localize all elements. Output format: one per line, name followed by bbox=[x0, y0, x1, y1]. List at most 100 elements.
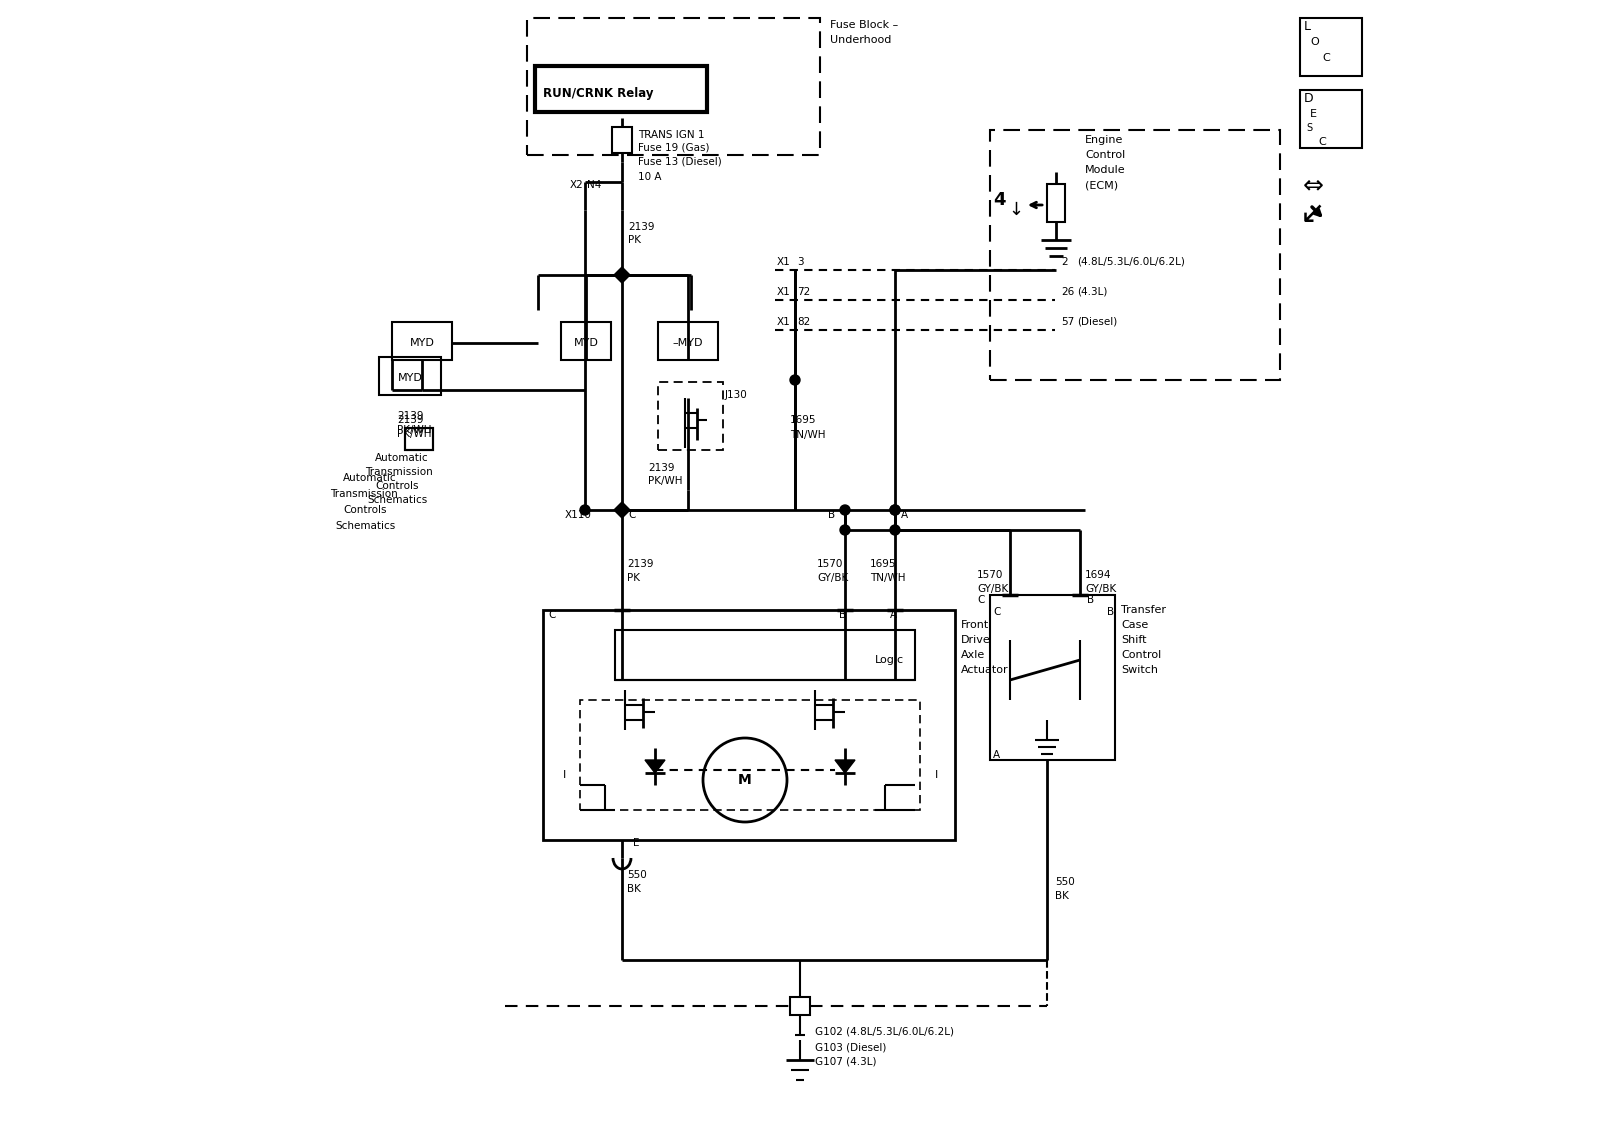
Text: Fuse 13 (Diesel): Fuse 13 (Diesel) bbox=[638, 157, 722, 166]
Bar bbox=[990, 595, 1115, 760]
Text: Transmission: Transmission bbox=[365, 467, 432, 477]
Text: J130: J130 bbox=[725, 390, 747, 400]
Text: X2: X2 bbox=[570, 180, 582, 190]
Text: PK/WH: PK/WH bbox=[397, 425, 432, 435]
Circle shape bbox=[890, 525, 899, 535]
Text: Automatic: Automatic bbox=[342, 473, 397, 483]
Text: PK/WH: PK/WH bbox=[648, 476, 683, 486]
Text: BK: BK bbox=[627, 884, 642, 894]
Text: ↓: ↓ bbox=[1008, 202, 1022, 218]
Text: 550: 550 bbox=[1054, 877, 1075, 887]
Text: X1: X1 bbox=[778, 287, 790, 297]
Text: Front: Front bbox=[962, 620, 989, 631]
Bar bbox=[526, 18, 819, 155]
Text: D: D bbox=[1304, 91, 1314, 105]
Text: C: C bbox=[978, 595, 986, 605]
Text: C: C bbox=[1322, 53, 1330, 63]
Bar bbox=[379, 357, 442, 395]
Text: Case: Case bbox=[1122, 620, 1149, 631]
Text: Module: Module bbox=[1085, 166, 1126, 175]
Text: ⇔: ⇔ bbox=[1302, 173, 1325, 197]
Text: X1: X1 bbox=[778, 257, 790, 267]
Bar bbox=[534, 66, 707, 111]
Text: Drive: Drive bbox=[962, 635, 990, 645]
Circle shape bbox=[790, 375, 800, 385]
Text: Control: Control bbox=[1122, 650, 1162, 660]
Text: TN/WH: TN/WH bbox=[790, 430, 826, 440]
Text: G103 (Diesel): G103 (Diesel) bbox=[814, 1043, 886, 1053]
Bar bbox=[405, 428, 434, 450]
Text: Fuse 19 (Gas): Fuse 19 (Gas) bbox=[638, 143, 709, 153]
Text: Fuse Block –: Fuse Block – bbox=[830, 20, 898, 30]
Text: Switch: Switch bbox=[1122, 665, 1158, 674]
Text: C: C bbox=[547, 610, 555, 620]
Text: 1695: 1695 bbox=[870, 558, 896, 569]
Text: 2139: 2139 bbox=[627, 558, 653, 569]
Text: GY/BK: GY/BK bbox=[1085, 584, 1117, 595]
Text: Schematics: Schematics bbox=[366, 495, 427, 504]
Text: B: B bbox=[827, 510, 835, 520]
Text: 1694: 1694 bbox=[1085, 570, 1112, 580]
Circle shape bbox=[579, 504, 590, 515]
Text: ↙: ↙ bbox=[1299, 200, 1325, 230]
Bar bbox=[405, 428, 434, 450]
Text: (4.3L): (4.3L) bbox=[1077, 287, 1107, 297]
Text: RUN/CRNK Relay: RUN/CRNK Relay bbox=[542, 87, 653, 99]
Text: 2139: 2139 bbox=[397, 411, 424, 421]
Text: TN/WH: TN/WH bbox=[870, 573, 906, 583]
Polygon shape bbox=[614, 267, 630, 283]
Bar bbox=[562, 322, 611, 360]
Text: N4: N4 bbox=[587, 180, 602, 190]
Text: 2: 2 bbox=[1061, 257, 1067, 267]
Text: 72: 72 bbox=[797, 287, 810, 297]
Text: (ECM): (ECM) bbox=[1085, 180, 1118, 190]
Text: G102 (4.8L/5.3L/6.0L/6.2L): G102 (4.8L/5.3L/6.0L/6.2L) bbox=[814, 1027, 954, 1037]
Text: MYD: MYD bbox=[573, 338, 598, 348]
Text: Controls: Controls bbox=[342, 504, 387, 515]
Text: 4: 4 bbox=[994, 191, 1005, 209]
Bar bbox=[658, 322, 718, 360]
Text: 1695: 1695 bbox=[790, 415, 816, 425]
Text: B: B bbox=[1107, 607, 1114, 617]
Text: G107 (4.3L): G107 (4.3L) bbox=[814, 1057, 877, 1067]
Bar bbox=[614, 631, 915, 680]
Polygon shape bbox=[645, 760, 666, 774]
Text: PK/WH: PK/WH bbox=[397, 429, 432, 439]
Text: Actuator: Actuator bbox=[962, 665, 1008, 674]
Bar bbox=[1299, 90, 1362, 148]
Text: X110: X110 bbox=[565, 510, 592, 520]
Text: A: A bbox=[994, 750, 1000, 760]
Text: E: E bbox=[1310, 109, 1317, 119]
Text: MYD: MYD bbox=[410, 338, 435, 348]
Text: PK: PK bbox=[627, 573, 640, 583]
Text: Logic: Logic bbox=[875, 655, 904, 665]
Text: Controls: Controls bbox=[374, 481, 419, 491]
Text: 2139: 2139 bbox=[627, 222, 654, 232]
Text: Transfer: Transfer bbox=[1122, 605, 1166, 615]
Text: Engine: Engine bbox=[1085, 135, 1123, 145]
Text: B: B bbox=[1086, 595, 1094, 605]
Text: B: B bbox=[838, 610, 846, 620]
Bar bbox=[990, 129, 1280, 379]
Text: X1: X1 bbox=[778, 318, 790, 327]
Text: 26: 26 bbox=[1061, 287, 1074, 297]
Polygon shape bbox=[614, 502, 630, 518]
Bar bbox=[1299, 18, 1362, 75]
Text: A: A bbox=[901, 510, 909, 520]
Circle shape bbox=[890, 504, 899, 515]
Text: Shift: Shift bbox=[1122, 635, 1147, 645]
Text: 2139: 2139 bbox=[397, 415, 424, 425]
Text: Schematics: Schematics bbox=[334, 521, 395, 531]
Circle shape bbox=[890, 504, 899, 515]
Text: Control: Control bbox=[1085, 150, 1125, 160]
Text: Transmission: Transmission bbox=[330, 489, 398, 499]
Text: C: C bbox=[627, 510, 635, 520]
Bar bbox=[392, 322, 453, 360]
Text: BK: BK bbox=[1054, 891, 1069, 901]
Text: C: C bbox=[1318, 137, 1326, 148]
Text: (Diesel): (Diesel) bbox=[1077, 318, 1117, 327]
Circle shape bbox=[840, 504, 850, 515]
Text: PK: PK bbox=[627, 235, 642, 245]
Text: A: A bbox=[890, 610, 898, 620]
Text: Automatic: Automatic bbox=[374, 453, 429, 463]
